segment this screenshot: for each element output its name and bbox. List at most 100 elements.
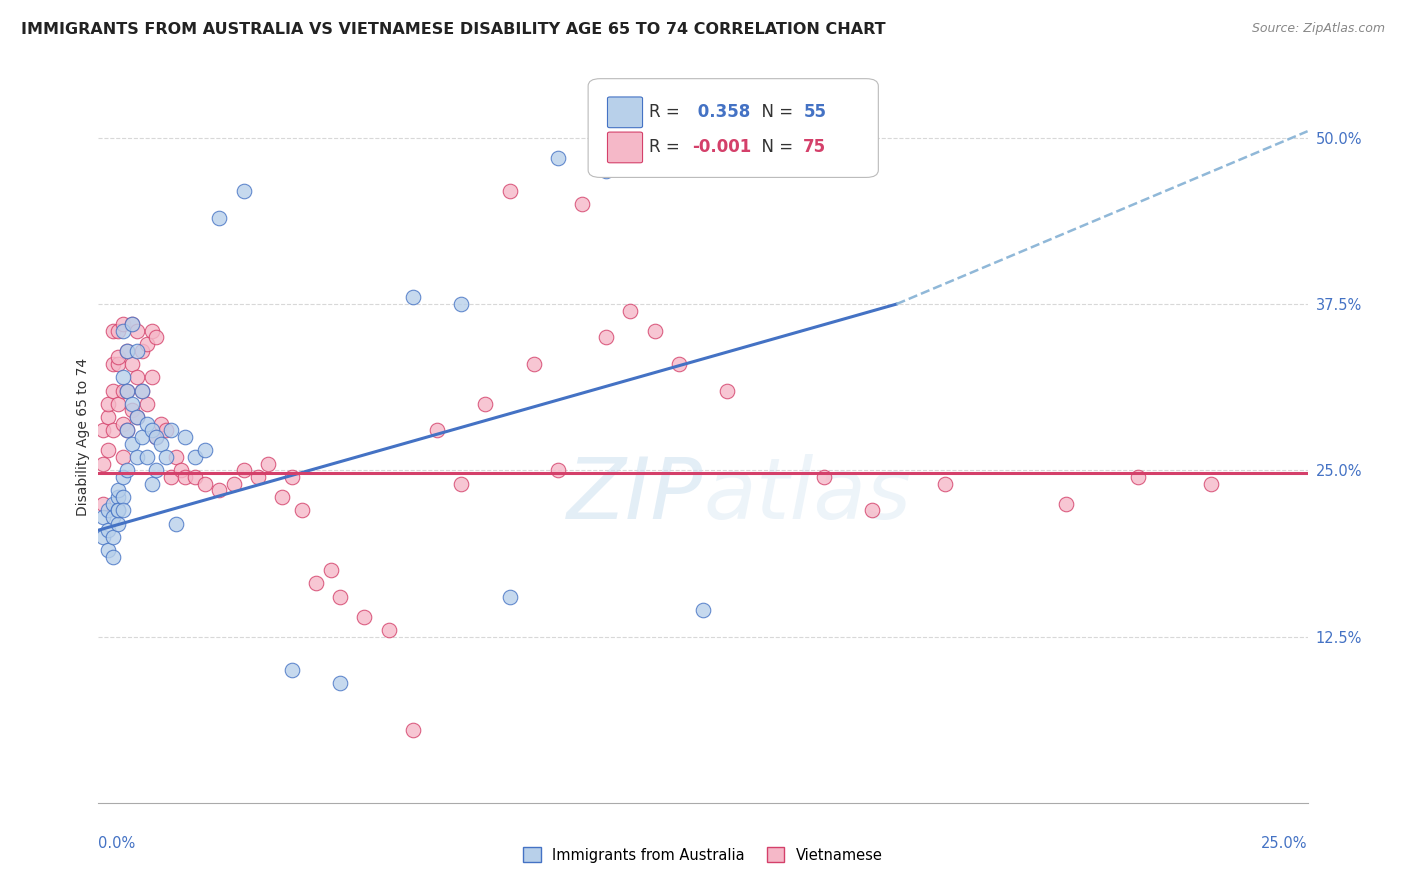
Point bbox=[127, 343, 149, 358]
Text: 25.0%: 25.0% bbox=[1261, 836, 1308, 851]
Point bbox=[169, 463, 191, 477]
Point bbox=[117, 463, 139, 477]
Point bbox=[131, 384, 153, 398]
Point bbox=[165, 450, 187, 464]
Point bbox=[107, 357, 129, 371]
Point bbox=[281, 470, 304, 484]
Point bbox=[135, 397, 157, 411]
Point bbox=[281, 663, 304, 677]
FancyBboxPatch shape bbox=[607, 132, 643, 163]
Point bbox=[353, 609, 375, 624]
Point bbox=[101, 384, 124, 398]
Point bbox=[141, 370, 163, 384]
Point bbox=[160, 424, 183, 438]
Point bbox=[111, 317, 134, 331]
Point bbox=[131, 384, 153, 398]
Point bbox=[111, 490, 134, 504]
Legend: Immigrants from Australia, Vietnamese: Immigrants from Australia, Vietnamese bbox=[517, 841, 889, 869]
Point bbox=[174, 430, 197, 444]
Point bbox=[97, 543, 120, 558]
Text: N =: N = bbox=[751, 138, 799, 156]
Text: -0.001: -0.001 bbox=[692, 138, 751, 156]
Point bbox=[194, 476, 217, 491]
Text: 55: 55 bbox=[803, 103, 827, 121]
Point bbox=[155, 424, 177, 438]
Point bbox=[127, 324, 149, 338]
Point bbox=[165, 516, 187, 531]
Point bbox=[547, 151, 569, 165]
Point bbox=[150, 417, 173, 431]
Text: ZIP: ZIP bbox=[567, 454, 703, 537]
Point bbox=[450, 297, 472, 311]
Point bbox=[208, 211, 231, 225]
Point bbox=[135, 337, 157, 351]
Point bbox=[402, 290, 425, 304]
Point bbox=[474, 397, 496, 411]
Point bbox=[107, 483, 129, 498]
Point bbox=[107, 516, 129, 531]
Point bbox=[232, 463, 254, 477]
Point bbox=[329, 590, 352, 604]
Point bbox=[160, 470, 183, 484]
Point bbox=[127, 410, 149, 425]
Point bbox=[131, 343, 153, 358]
Text: IMMIGRANTS FROM AUSTRALIA VS VIETNAMESE DISABILITY AGE 65 TO 74 CORRELATION CHAR: IMMIGRANTS FROM AUSTRALIA VS VIETNAMESE … bbox=[21, 22, 886, 37]
Point bbox=[498, 590, 520, 604]
Point bbox=[145, 430, 167, 444]
FancyBboxPatch shape bbox=[607, 97, 643, 128]
Point bbox=[127, 450, 149, 464]
Point bbox=[121, 397, 143, 411]
Point bbox=[402, 723, 425, 737]
Point bbox=[692, 603, 714, 617]
Point bbox=[117, 384, 139, 398]
Point bbox=[101, 509, 124, 524]
Point bbox=[101, 549, 124, 564]
Point bbox=[101, 497, 124, 511]
Point bbox=[716, 384, 738, 398]
Point bbox=[117, 343, 139, 358]
Point bbox=[111, 503, 134, 517]
Point bbox=[121, 403, 143, 417]
Point bbox=[107, 503, 129, 517]
Point bbox=[141, 476, 163, 491]
Point bbox=[1054, 497, 1077, 511]
Point bbox=[1199, 476, 1222, 491]
Point bbox=[155, 450, 177, 464]
Point bbox=[150, 436, 173, 450]
Point bbox=[271, 490, 294, 504]
Point bbox=[450, 476, 472, 491]
Point bbox=[547, 463, 569, 477]
Point bbox=[256, 457, 278, 471]
Point bbox=[141, 424, 163, 438]
Point bbox=[860, 503, 883, 517]
Point bbox=[121, 317, 143, 331]
Point bbox=[91, 530, 114, 544]
Text: Source: ZipAtlas.com: Source: ZipAtlas.com bbox=[1251, 22, 1385, 36]
Point bbox=[97, 523, 120, 537]
Point bbox=[101, 424, 124, 438]
Point bbox=[644, 151, 666, 165]
Point bbox=[91, 424, 114, 438]
Point bbox=[91, 509, 114, 524]
Point bbox=[145, 330, 167, 344]
Point bbox=[813, 470, 835, 484]
Point bbox=[194, 443, 217, 458]
Point bbox=[111, 417, 134, 431]
Point bbox=[117, 343, 139, 358]
Point bbox=[101, 530, 124, 544]
Point bbox=[111, 370, 134, 384]
Point bbox=[111, 470, 134, 484]
Point bbox=[131, 430, 153, 444]
Point bbox=[208, 483, 231, 498]
Point bbox=[117, 384, 139, 398]
FancyBboxPatch shape bbox=[588, 78, 879, 178]
Point bbox=[127, 370, 149, 384]
Point bbox=[184, 470, 207, 484]
Text: 0.0%: 0.0% bbox=[98, 836, 135, 851]
Point bbox=[619, 303, 641, 318]
Point bbox=[111, 324, 134, 338]
Point bbox=[101, 324, 124, 338]
Text: 75: 75 bbox=[803, 138, 827, 156]
Point bbox=[97, 410, 120, 425]
Point bbox=[329, 676, 352, 690]
